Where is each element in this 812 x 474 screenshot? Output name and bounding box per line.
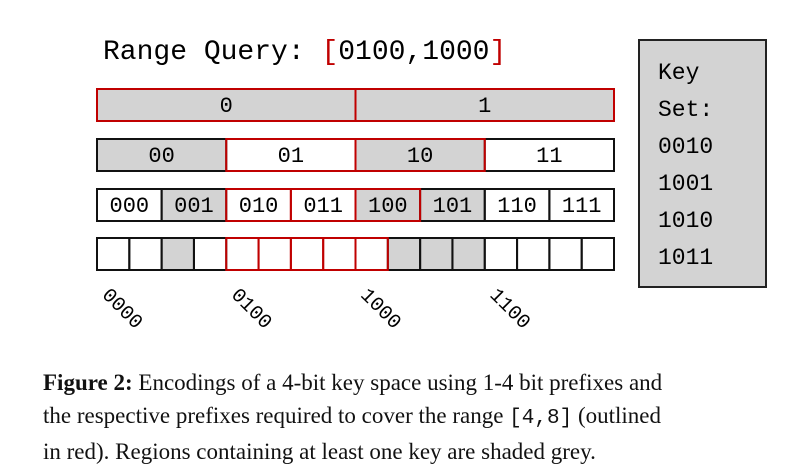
cell-fill <box>355 189 421 221</box>
cell-label: 100 <box>368 194 408 219</box>
caption-line: the respective prefixes required to cove… <box>43 399 803 435</box>
title: Range Query: [0100,1000] <box>103 37 506 68</box>
caption-text: (outlined <box>572 403 661 428</box>
key-set-title: Set: <box>658 97 713 123</box>
axis-label: 1000 <box>355 284 405 334</box>
cell-border <box>580 237 615 271</box>
axis-label: 1100 <box>484 284 534 334</box>
bracket: ] <box>489 37 506 68</box>
axis-label: 0000 <box>96 284 146 334</box>
cell-label: 110 <box>497 194 537 219</box>
key: 0010 <box>658 134 713 160</box>
cell-fill <box>517 238 550 270</box>
cell-fill <box>258 238 291 270</box>
cell-label: 000 <box>110 194 150 219</box>
cell-label: 1 <box>478 94 491 119</box>
cell-fill <box>484 238 518 270</box>
cell-label: 10 <box>407 144 433 169</box>
cell-fill <box>581 238 614 270</box>
cell-fill <box>161 238 194 270</box>
cell-fill <box>355 139 485 171</box>
cell-fill <box>290 238 324 270</box>
caption-text: Encodings of a 4-bit key space using 1-4… <box>132 370 663 395</box>
cell-fill <box>355 89 614 121</box>
cell-label: 0 <box>220 94 233 119</box>
cell-fill <box>484 139 614 171</box>
cell-border <box>354 188 422 222</box>
cell-fill <box>97 189 162 221</box>
cell-label: 101 <box>433 194 473 219</box>
cell-fill <box>549 189 614 221</box>
bracket: [ <box>321 37 338 68</box>
cell-fill <box>387 238 421 270</box>
cell-label: 00 <box>148 144 174 169</box>
caption: Figure 2: Encodings of a 4-bit key space… <box>43 366 803 468</box>
key-set-title: Key <box>658 60 700 86</box>
cell-label: 011 <box>303 194 343 219</box>
caption-label: Figure 2: <box>43 370 133 395</box>
cell-fill <box>161 189 227 221</box>
caption-line: Figure 2: Encodings of a 4-bit key space… <box>43 366 803 399</box>
caption-text: the respective prefixes required to cove… <box>43 403 510 428</box>
caption-line: in red). Regions containing at least one… <box>43 435 803 468</box>
key: 1011 <box>658 245 713 271</box>
diagram: Range Query: [0100,1000] Key Set: 0 100 01… <box>96 37 767 335</box>
cell-fill <box>226 238 259 270</box>
cell-fill <box>420 189 485 221</box>
cell-border <box>548 188 615 222</box>
cell-fill <box>290 189 356 221</box>
cell-fill <box>323 238 356 270</box>
cell-fill <box>97 139 227 171</box>
cell-fill <box>452 238 485 270</box>
axis-label: 0100 <box>226 284 276 334</box>
caption-text: in red). Regions containing at least one… <box>43 439 596 464</box>
cell-fill <box>129 238 162 270</box>
caption-code: [4,8] <box>509 407 573 430</box>
key: 1001 <box>658 171 713 197</box>
cell-fill <box>193 238 227 270</box>
cell-fill <box>355 238 388 270</box>
cell-border <box>354 88 615 122</box>
cell-border <box>354 138 486 172</box>
cell-label: 111 <box>562 194 602 219</box>
cell-label: 01 <box>278 144 304 169</box>
cell-label: 11 <box>536 144 562 169</box>
cell-fill <box>97 89 356 121</box>
cell-fill <box>226 189 291 221</box>
cell-border <box>354 237 389 271</box>
cell-fill <box>97 238 130 270</box>
cell-label: 001 <box>174 194 214 219</box>
cell-fill <box>484 189 550 221</box>
title-range: 0100,1000 <box>338 37 489 68</box>
cell-fill <box>226 139 356 171</box>
key: 1010 <box>658 208 713 234</box>
key-set-box <box>638 39 767 288</box>
cell-fill <box>420 238 453 270</box>
cell-label: 010 <box>239 194 279 219</box>
cell-fill <box>549 238 582 270</box>
title-prefix: Range Query: <box>103 37 321 68</box>
